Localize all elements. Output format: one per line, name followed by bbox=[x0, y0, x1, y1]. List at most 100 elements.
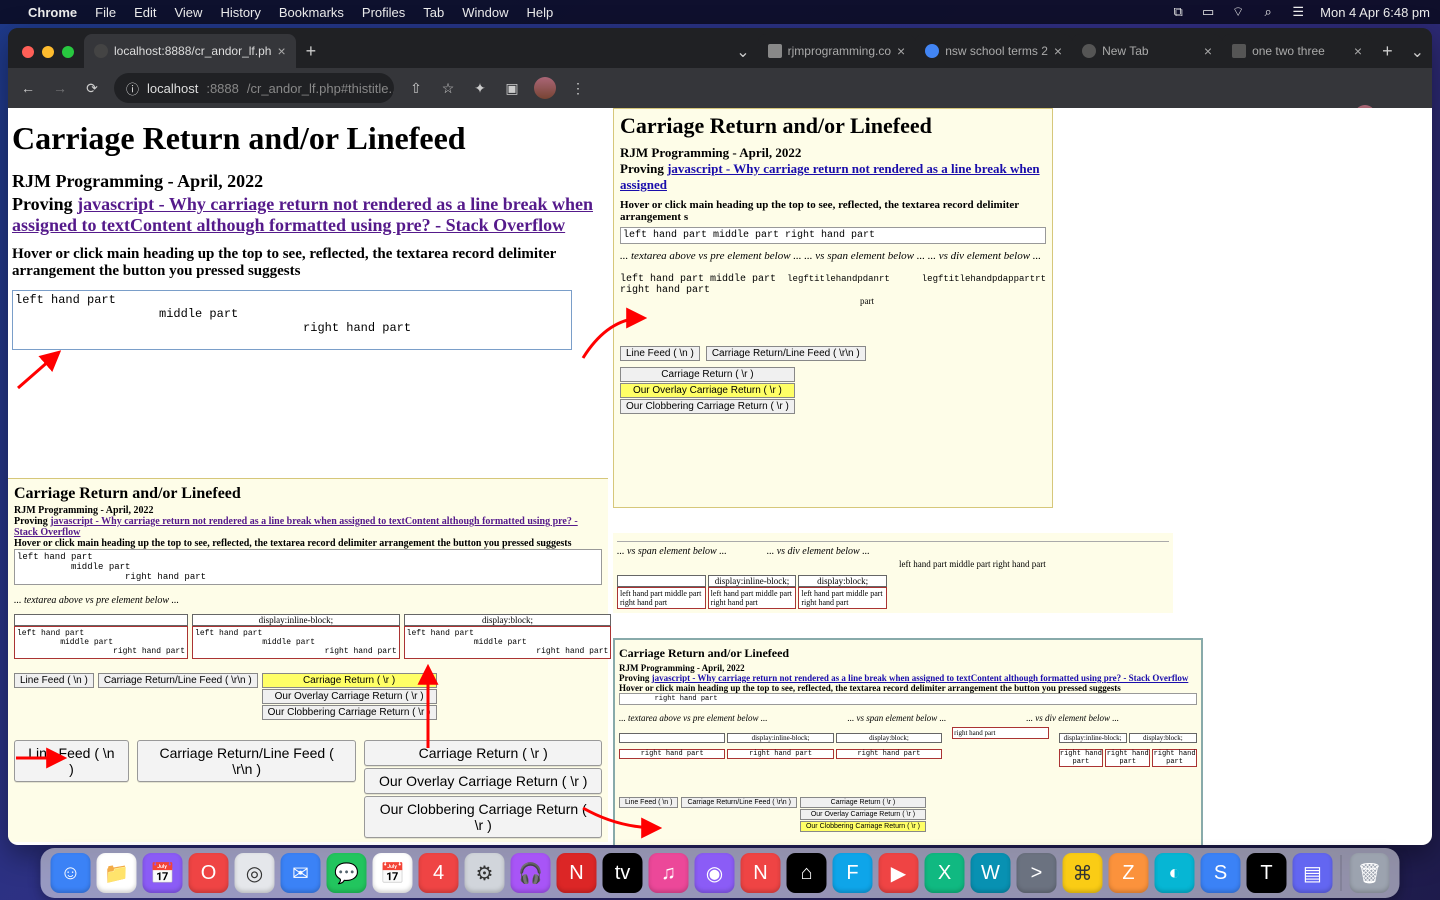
clobber-big-button[interactable]: Our Clobbering Carriage Return ( \r ) bbox=[364, 796, 602, 838]
tab-nsw[interactable]: nsw school terms 2 × bbox=[915, 34, 1072, 68]
dock-app-icon[interactable]: ⌘ bbox=[1063, 853, 1103, 893]
tab-newtab[interactable]: New Tab × bbox=[1072, 34, 1222, 68]
menubar-clock[interactable]: Mon 4 Apr 6:48 pm bbox=[1320, 5, 1430, 20]
right-proving-link[interactable]: javascript - Why carriage return not ren… bbox=[620, 161, 1040, 192]
new-tab-button[interactable]: + bbox=[296, 41, 327, 68]
menu-profiles[interactable]: Profiles bbox=[362, 5, 405, 20]
profile-avatar-icon[interactable] bbox=[534, 77, 556, 99]
window-minimize-button[interactable] bbox=[42, 46, 54, 58]
omnibox[interactable]: ⓘ localhost:8888/cr_andor_lf.php#thistit… bbox=[114, 73, 394, 103]
wifi-icon[interactable]: ⌔ bbox=[1230, 4, 1246, 20]
dock-app-icon[interactable]: ▤ bbox=[1293, 853, 1333, 893]
crlf-big-button[interactable]: Carriage Return/Line Feed ( \r\n ) bbox=[137, 740, 357, 782]
yellow-proving-link[interactable]: javascript - Why carriage return not ren… bbox=[14, 516, 578, 538]
cr-small-button[interactable]: Carriage Return ( \r ) bbox=[262, 673, 437, 688]
dock-app-icon[interactable]: 🎧 bbox=[511, 853, 551, 893]
tab-overflow-icon[interactable]: ⌄ bbox=[728, 42, 757, 68]
site-info-icon[interactable]: ⓘ bbox=[126, 79, 139, 98]
new-tab-button-2[interactable]: + bbox=[1372, 41, 1403, 68]
overlay-small-button[interactable]: Our Overlay Carriage Return ( \r ) bbox=[262, 689, 437, 704]
proving-link[interactable]: javascript - Why carriage return not ren… bbox=[12, 194, 593, 235]
menu-view[interactable]: View bbox=[174, 5, 202, 20]
window-zoom-button[interactable] bbox=[62, 46, 74, 58]
dock-app-icon[interactable]: X bbox=[925, 853, 965, 893]
dock-app-icon[interactable]: ⚙ bbox=[465, 853, 505, 893]
mini-cr-button[interactable]: Carriage Return ( \r ) bbox=[800, 797, 926, 808]
tab-close-icon[interactable]: × bbox=[277, 43, 285, 59]
back-button[interactable]: ← bbox=[18, 80, 38, 96]
spotlight-icon[interactable]: ⌕ bbox=[1260, 4, 1276, 20]
dock-app-icon[interactable]: ◐ bbox=[1155, 853, 1195, 893]
dock-app-icon[interactable]: ✉ bbox=[281, 853, 321, 893]
clobber-cr-button[interactable]: Our Clobbering Carriage Return ( \r ) bbox=[620, 399, 795, 414]
mini-proving-link[interactable]: javascript - Why carriage return not ren… bbox=[652, 673, 1189, 683]
dock-app-icon[interactable]: 📅 bbox=[373, 853, 413, 893]
overlay-big-button[interactable]: Our Overlay Carriage Return ( \r ) bbox=[364, 768, 602, 794]
menu-edit[interactable]: Edit bbox=[134, 5, 156, 20]
dock-app-icon[interactable]: ◉ bbox=[695, 853, 735, 893]
main-textarea[interactable]: left hand part middle part right hand pa… bbox=[12, 290, 572, 350]
cr-big-button[interactable]: Carriage Return ( \r ) bbox=[364, 740, 602, 766]
mini-crlf-button[interactable]: Carriage Return/Line Feed ( \r\n ) bbox=[681, 797, 797, 808]
dock-app-icon[interactable]: S bbox=[1201, 853, 1241, 893]
tab-rjm[interactable]: rjmprogramming.co × bbox=[758, 34, 916, 68]
extensions-icon[interactable]: ✦ bbox=[470, 80, 490, 97]
mini-lf-button[interactable]: Line Feed ( \n ) bbox=[619, 797, 678, 808]
screenrec-icon[interactable]: ⧉ bbox=[1170, 4, 1186, 20]
menu-bookmarks[interactable]: Bookmarks bbox=[279, 5, 344, 20]
dock-app-icon[interactable]: ♫ bbox=[649, 853, 689, 893]
right-textarea[interactable]: left hand part middle part right hand pa… bbox=[620, 227, 1046, 244]
dock-app-icon[interactable]: 📅 bbox=[143, 853, 183, 893]
dock-app-icon[interactable]: F bbox=[833, 853, 873, 893]
tab-close-icon[interactable]: × bbox=[897, 43, 905, 59]
clobber-small-button[interactable]: Our Clobbering Carriage Return ( \r ) bbox=[262, 705, 437, 720]
mini-clobber-button[interactable]: Our Clobbering Carriage Return ( \r ) bbox=[800, 821, 926, 832]
lf-small-button[interactable]: Line Feed ( \n ) bbox=[14, 673, 94, 688]
lf-big-button[interactable]: Line Feed ( \n ) bbox=[14, 740, 129, 782]
dock-app-icon[interactable]: O bbox=[189, 853, 229, 893]
tab-close-icon[interactable]: × bbox=[1054, 43, 1062, 59]
dock-app-icon[interactable]: Z bbox=[1109, 853, 1149, 893]
dock-app-icon[interactable]: ⌂ bbox=[787, 853, 827, 893]
tab-active[interactable]: localhost:8888/cr_andor_lf.ph × bbox=[84, 34, 296, 68]
reload-button[interactable]: ⟳ bbox=[82, 80, 102, 97]
mini-overlay-button[interactable]: Our Overlay Carriage Return ( \r ) bbox=[800, 809, 926, 820]
menu-tab[interactable]: Tab bbox=[423, 5, 444, 20]
tab-onetwothree[interactable]: one two three × bbox=[1222, 34, 1372, 68]
dock-app-icon[interactable]: ▶ bbox=[879, 853, 919, 893]
menu-history[interactable]: History bbox=[220, 5, 260, 20]
dock-app-icon[interactable]: ◎ bbox=[235, 853, 275, 893]
sidepanel-icon[interactable]: ▣ bbox=[502, 80, 522, 97]
dock-app-icon[interactable]: N bbox=[557, 853, 597, 893]
dock-app-icon[interactable]: 🗑 bbox=[1350, 853, 1390, 893]
dock-app-icon[interactable]: 4 bbox=[419, 853, 459, 893]
right-note: ... textarea above vs pre element below … bbox=[620, 250, 1046, 262]
window-close-button[interactable] bbox=[22, 46, 34, 58]
battery-icon[interactable]: ▭ bbox=[1200, 4, 1216, 20]
menu-file[interactable]: File bbox=[95, 5, 116, 20]
dock-app-icon[interactable]: ☺ bbox=[51, 853, 91, 893]
dock-app-icon[interactable]: 📁 bbox=[97, 853, 137, 893]
app-name[interactable]: Chrome bbox=[28, 5, 77, 20]
dock-app-icon[interactable]: W bbox=[971, 853, 1011, 893]
menu-help[interactable]: Help bbox=[527, 5, 554, 20]
crlf-button[interactable]: Carriage Return/Line Feed ( \r\n ) bbox=[706, 346, 866, 361]
forward-button[interactable]: → bbox=[50, 80, 70, 96]
control-center-icon[interactable]: ☰ bbox=[1290, 4, 1306, 20]
overlay-cr-button[interactable]: Our Overlay Carriage Return ( \r ) bbox=[620, 383, 795, 398]
dock-app-icon[interactable]: tv bbox=[603, 853, 643, 893]
tab-close-icon[interactable]: × bbox=[1354, 43, 1362, 59]
crlf-small-button[interactable]: Carriage Return/Line Feed ( \r\n ) bbox=[98, 673, 258, 688]
dock-app-icon[interactable]: T bbox=[1247, 853, 1287, 893]
tab-overflow-icon-2[interactable]: ⌄ bbox=[1403, 42, 1432, 68]
menu-window[interactable]: Window bbox=[462, 5, 508, 20]
tab-close-icon[interactable]: × bbox=[1204, 43, 1212, 59]
cr-button[interactable]: Carriage Return ( \r ) bbox=[620, 367, 795, 382]
bookmark-icon[interactable]: ☆ bbox=[438, 80, 458, 97]
dock-app-icon[interactable]: 💬 bbox=[327, 853, 367, 893]
lf-button[interactable]: Line Feed ( \n ) bbox=[620, 346, 700, 361]
dock-app-icon[interactable]: > bbox=[1017, 853, 1057, 893]
dock-app-icon[interactable]: N bbox=[741, 853, 781, 893]
install-icon[interactable]: ⇧ bbox=[406, 80, 426, 97]
chrome-menu-icon[interactable]: ⋮ bbox=[568, 80, 588, 97]
